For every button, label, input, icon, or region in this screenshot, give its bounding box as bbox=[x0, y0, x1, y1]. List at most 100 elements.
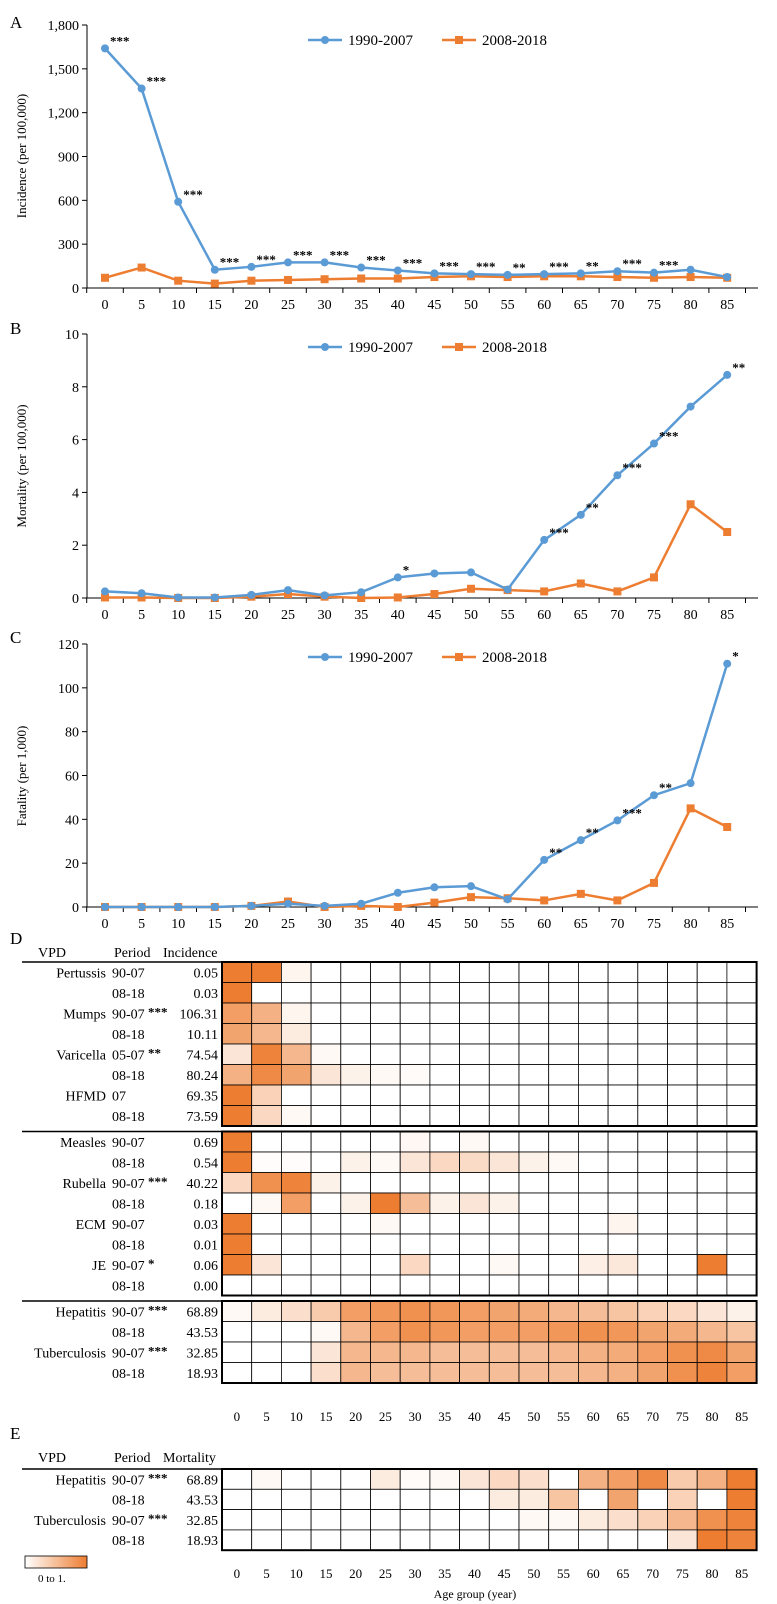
heat-cell bbox=[696, 1213, 728, 1235]
heat-cell bbox=[429, 982, 460, 1004]
column-label: 75 bbox=[676, 1566, 689, 1581]
x-tick-label: 85 bbox=[720, 917, 734, 932]
heat-cell bbox=[667, 1043, 698, 1065]
heat-cell bbox=[518, 982, 550, 1004]
column-label: 10 bbox=[290, 1409, 303, 1424]
heat-cell bbox=[488, 1151, 520, 1173]
column-label: 75 bbox=[676, 1409, 689, 1424]
row-vpd: Varicella bbox=[56, 1049, 107, 1064]
significance-mark: *** bbox=[293, 247, 313, 262]
heat-cell bbox=[399, 1151, 431, 1173]
row-period: 90-07 bbox=[112, 1177, 145, 1192]
heat-cell bbox=[726, 1064, 758, 1086]
heat-cell bbox=[578, 1488, 609, 1511]
heat-cell bbox=[370, 1233, 401, 1255]
data-point bbox=[210, 265, 219, 274]
significance-mark: *** bbox=[256, 252, 276, 267]
column-label: 35 bbox=[438, 1566, 451, 1581]
heat-cell bbox=[548, 1529, 579, 1551]
data-point bbox=[686, 779, 695, 788]
y-tick-label: 120 bbox=[58, 638, 79, 653]
heat-cell bbox=[429, 1151, 460, 1173]
heat-cell bbox=[340, 1105, 371, 1127]
heat-cell bbox=[251, 1084, 282, 1106]
heat-cell bbox=[637, 961, 668, 983]
heat-cell bbox=[399, 1300, 431, 1322]
heat-cell bbox=[488, 1131, 520, 1153]
heat-cell bbox=[696, 1192, 728, 1214]
heat-cell bbox=[251, 1151, 282, 1173]
data-point bbox=[430, 269, 439, 278]
row-vpd: HFMD bbox=[66, 1090, 106, 1105]
line-chart-A: A 0 300 600 900 1,200 1,500 1,800 0 5 10 15 20 25 30 35… bbox=[10, 13, 758, 313]
heat-cell bbox=[637, 1274, 668, 1296]
row-period: 08-18 bbox=[112, 1198, 145, 1213]
x-tick-label: 35 bbox=[354, 608, 368, 623]
heat-cell bbox=[696, 1233, 728, 1255]
data-point bbox=[613, 471, 622, 480]
heat-cell bbox=[370, 1105, 401, 1127]
y-tick-label: 10 bbox=[65, 328, 79, 343]
data-point bbox=[467, 568, 475, 577]
heat-cell bbox=[726, 1151, 758, 1173]
heat-cell bbox=[696, 961, 728, 983]
heat-cell bbox=[696, 1131, 728, 1153]
row-period: 90-07 bbox=[112, 1136, 145, 1151]
heat-cell bbox=[340, 982, 371, 1004]
data-point bbox=[357, 588, 366, 597]
heat-cell bbox=[221, 1321, 253, 1343]
heat-cell bbox=[518, 1002, 550, 1024]
heat-cell bbox=[310, 1529, 342, 1551]
heat-cell bbox=[548, 1300, 579, 1322]
heat-cell bbox=[518, 1488, 550, 1511]
heat-cell bbox=[488, 1043, 520, 1065]
data-point bbox=[101, 44, 109, 53]
data-point bbox=[137, 589, 146, 598]
heat-cell bbox=[310, 1468, 342, 1490]
heat-cell bbox=[399, 1213, 431, 1235]
data-point bbox=[686, 804, 695, 813]
column-label: 60 bbox=[587, 1566, 600, 1581]
heat-cell bbox=[518, 1023, 550, 1045]
data-point bbox=[174, 197, 183, 206]
data-point bbox=[357, 263, 366, 272]
heat-cell bbox=[518, 1172, 550, 1194]
heat-cell bbox=[310, 1151, 342, 1173]
data-point bbox=[393, 593, 402, 602]
x-tick-label: 75 bbox=[647, 917, 661, 932]
heat-cell bbox=[548, 1084, 579, 1106]
data-point bbox=[576, 269, 585, 278]
significance-mark: *** bbox=[659, 429, 679, 444]
heat-cell bbox=[518, 1192, 550, 1214]
data-point bbox=[650, 273, 658, 282]
heat-cell bbox=[399, 1064, 431, 1086]
heat-cell bbox=[340, 1300, 371, 1322]
data-point bbox=[174, 903, 183, 911]
legend-label: 2008-2018 bbox=[482, 340, 547, 356]
y-tick-label: 1,500 bbox=[48, 63, 80, 78]
heat-cell bbox=[726, 1509, 758, 1531]
heat-cell bbox=[637, 1300, 668, 1322]
heat-cell bbox=[399, 1362, 431, 1384]
column-label: 80 bbox=[706, 1566, 719, 1581]
column-label: 15 bbox=[319, 1566, 332, 1581]
heat-cell bbox=[399, 1468, 431, 1490]
y-tick-label: 20 bbox=[65, 857, 79, 872]
heat-cell bbox=[607, 1151, 639, 1173]
heat-cell bbox=[429, 1233, 460, 1255]
heat-cell bbox=[429, 1131, 460, 1153]
heat-cell bbox=[548, 1043, 579, 1065]
heat-cell bbox=[280, 1151, 312, 1173]
x-tick-label: 30 bbox=[318, 608, 332, 623]
heat-cell bbox=[221, 982, 253, 1004]
heat-cell bbox=[578, 1254, 609, 1276]
row-period: 90-07 bbox=[112, 1473, 145, 1488]
heat-cell bbox=[548, 1321, 579, 1343]
heat-cell bbox=[637, 1192, 668, 1214]
heat-cell bbox=[459, 1084, 490, 1106]
row-period: 90-07 bbox=[112, 967, 145, 982]
heat-cell bbox=[518, 1529, 550, 1551]
y-axis-label: Mortality (per 100,000) bbox=[14, 404, 29, 527]
heat-cell bbox=[548, 1151, 579, 1173]
